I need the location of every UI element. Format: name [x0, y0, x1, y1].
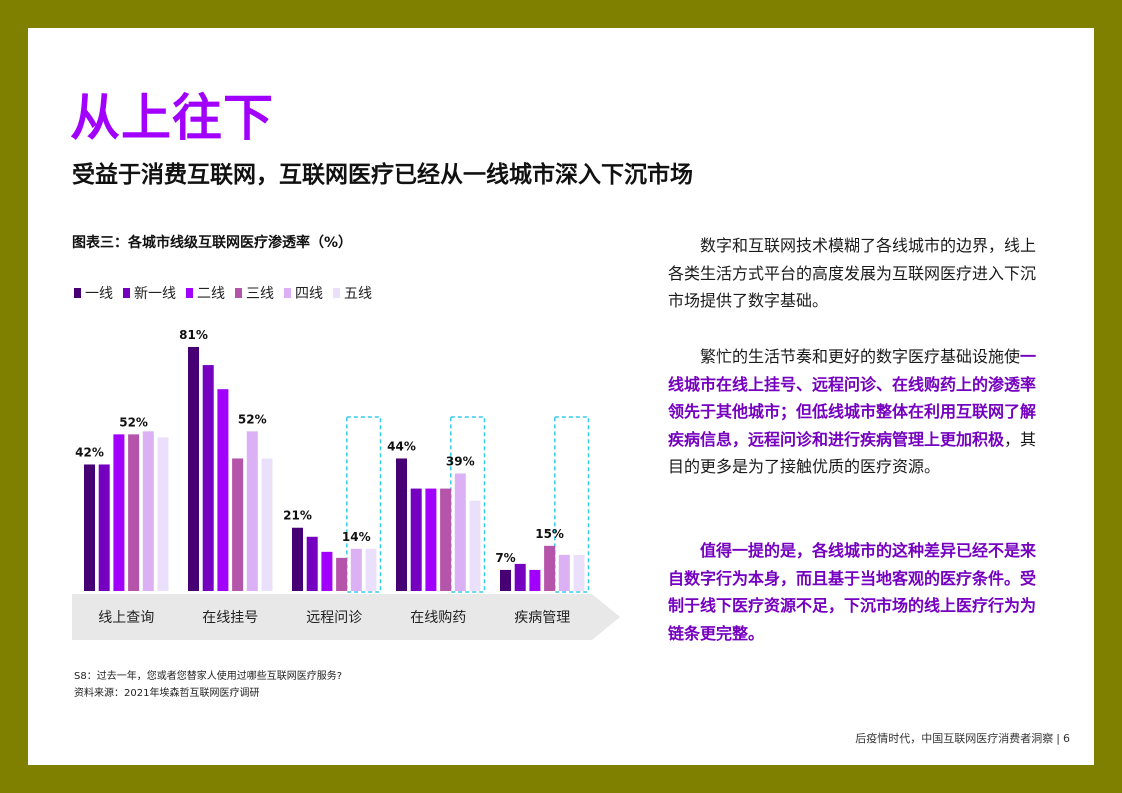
category-label: 线上查询	[98, 610, 154, 626]
bar	[202, 365, 214, 591]
data-label: 42%	[75, 445, 104, 459]
bar	[84, 464, 95, 591]
paragraph-3: 值得一提的是，各线城市的这种差异已经不是来自数字行为本身，而且基于当地客观的医疗…	[668, 541, 1037, 643]
data-label: 7%	[495, 551, 515, 565]
category-label: 在线挂号	[202, 610, 258, 626]
bar	[365, 548, 377, 591]
data-label: 81%	[179, 328, 208, 342]
chart-legend: 一线 新一线 二线 三线 四线 五线	[74, 283, 372, 303]
highlight-box	[346, 416, 382, 593]
bar	[558, 554, 570, 591]
bar	[188, 347, 199, 591]
legend-label: 四线	[295, 286, 323, 302]
legend-label: 一线	[85, 286, 113, 302]
bar	[306, 536, 318, 591]
legend-label: 二线	[197, 286, 225, 302]
data-label: 44%	[387, 439, 416, 453]
legend-swatch	[333, 288, 340, 298]
bar	[217, 389, 229, 591]
legend-swatch	[186, 288, 193, 298]
source-note: 资料来源：2021年埃森哲互联网医疗调研	[74, 688, 260, 699]
legend-label: 五线	[344, 286, 372, 302]
legend-swatch	[235, 288, 242, 298]
legend-item: 一线	[74, 283, 113, 303]
bar	[232, 458, 244, 591]
footer-separator: |	[1056, 732, 1060, 745]
bar	[261, 458, 273, 591]
paragraph-2-end: ，其目的更多是为了接触优质的医疗资源。	[668, 429, 1037, 477]
legend-item: 新一线	[123, 283, 176, 303]
data-label: 21%	[283, 509, 312, 523]
page-title: 从上往下	[70, 89, 274, 147]
paragraph-1: 数字和互联网技术模糊了各线城市的边界，线上各类生活方式平台的高度发展为互联网医疗…	[668, 236, 1037, 311]
bar	[454, 473, 466, 591]
bar-chart: 线上查询 在线挂号 远程问诊 在线购药 疾病管理 42% 52% 81% 52% 21% 14% 44…	[72, 328, 620, 640]
survey-question-note: S8：过去一年，您或者您替家人使用过哪些互联网医疗服务?	[74, 671, 343, 682]
data-label: 14%	[342, 530, 371, 544]
legend-label: 三线	[246, 286, 274, 302]
bar	[142, 431, 154, 591]
legend-label: 新一线	[134, 286, 176, 302]
page: 从上往下 受益于消费互联网，互联网医疗已经从一线城市深入下沉市场 图表三：各城市…	[28, 28, 1094, 765]
paragraph-2-highlight: 一线城市在线上挂号、远程问诊、在线购药上的渗透率领先于其他城市；但低线城市整体在…	[668, 347, 1037, 449]
bar	[544, 545, 556, 591]
page-subtitle: 受益于消费互联网，互联网医疗已经从一线城市深入下沉市场	[72, 162, 693, 188]
highlight-box	[554, 416, 590, 593]
footer-title: 后疫情时代，中国互联网医疗消费者洞察	[855, 732, 1054, 745]
paragraph-2-intro: 繁忙的生活节奏和更好的数字医疗基础设施使	[700, 347, 1021, 366]
legend-item: 五线	[333, 283, 372, 303]
bar	[246, 431, 258, 591]
bar	[321, 551, 333, 591]
x-axis-arrow	[72, 594, 620, 640]
category-label: 在线购药	[410, 610, 466, 626]
paragraph-2: 繁忙的生活节奏和更好的数字医疗基础设施使一线城市在线上挂号、远程问诊、在线购药上…	[668, 343, 1050, 481]
bar	[292, 527, 303, 591]
bar	[128, 434, 140, 591]
bar	[157, 437, 169, 591]
legend-swatch	[284, 288, 291, 298]
bar	[500, 569, 511, 591]
bar	[425, 488, 437, 591]
category-label: 远程问诊	[306, 610, 362, 626]
legend-swatch	[74, 288, 81, 298]
bar	[336, 557, 348, 591]
bar	[529, 569, 541, 591]
legend-item: 三线	[235, 283, 274, 303]
bar	[469, 500, 481, 591]
data-label: 39%	[446, 455, 475, 469]
data-label: 52%	[238, 412, 267, 426]
bar	[350, 548, 362, 591]
data-label: 15%	[535, 527, 564, 541]
category-label: 疾病管理	[514, 610, 570, 626]
bar	[98, 464, 110, 591]
chart-caption: 图表三：各城市线级互联网医疗渗透率（%）	[72, 235, 353, 251]
bar	[514, 563, 526, 591]
legend-swatch	[123, 288, 130, 298]
legend-item: 二线	[186, 283, 225, 303]
bar	[396, 458, 407, 591]
bar	[573, 554, 585, 591]
legend-item: 四线	[284, 283, 323, 303]
page-number: 6	[1063, 732, 1070, 745]
data-label: 52%	[119, 415, 148, 429]
footer: 后疫情时代，中国互联网医疗消费者洞察 | 6	[855, 730, 1070, 746]
bar	[113, 434, 125, 591]
bar	[440, 488, 452, 591]
bar	[410, 488, 422, 591]
